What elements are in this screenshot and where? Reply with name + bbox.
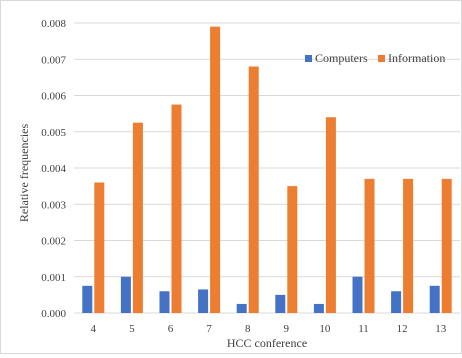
- x-tick-label: 12: [397, 323, 408, 335]
- y-tick-label: 0.005: [41, 127, 66, 139]
- bar-information-10: [325, 117, 336, 313]
- bar-computers-12: [391, 291, 402, 313]
- x-tick-label: 11: [358, 323, 369, 335]
- x-tick-label: 5: [129, 323, 135, 335]
- x-tick-label: 4: [91, 323, 97, 335]
- x-tick-label: 8: [245, 323, 251, 335]
- bar-computers-7: [198, 289, 209, 313]
- y-tick-label: 0.002: [41, 236, 66, 248]
- bar-information-6: [171, 104, 182, 313]
- x-axis-ticks: 4 5 6 7 8 9 10 11 12 13: [91, 323, 447, 335]
- y-tick-label: 0.003: [41, 199, 66, 211]
- y-axis-ticks: 0.000 0.001 0.002 0.003 0.004 0.005 0.006 0.007…: [41, 18, 66, 320]
- bar-computers-8: [236, 303, 247, 313]
- bar-information-5: [132, 122, 143, 313]
- legend-label-computers: Computers: [315, 51, 368, 65]
- x-tick-label: 6: [168, 323, 174, 335]
- y-tick-label: 0.007: [41, 54, 66, 66]
- bar-information-13: [441, 178, 452, 313]
- legend-label-information: Information: [388, 51, 445, 65]
- bar-information-7: [210, 26, 221, 313]
- y-tick-label: 0.004: [41, 163, 66, 175]
- legend-swatch-information: [378, 55, 385, 62]
- bar-computers-11: [352, 276, 363, 313]
- bar-information-11: [364, 178, 375, 313]
- x-tick-label: 9: [284, 323, 290, 335]
- y-axis-label: Relative frequencies: [17, 124, 31, 223]
- bar-computers-13: [429, 285, 440, 313]
- bar-chart: 0.000 0.001 0.002 0.003 0.004 0.005 0.006 0.007…: [17, 18, 460, 350]
- x-tick-label: 7: [206, 323, 212, 335]
- legend-swatch-computers: [305, 55, 312, 62]
- x-tick-label: 10: [319, 323, 331, 335]
- y-tick-label: 0.000: [41, 308, 66, 320]
- y-tick-label: 0.008: [41, 18, 66, 30]
- bar-computers-4: [82, 285, 93, 313]
- y-tick-label: 0.006: [41, 91, 66, 103]
- bar-information-9: [287, 186, 298, 313]
- y-tick-label: 0.001: [41, 272, 66, 284]
- bar-computers-10: [313, 303, 324, 313]
- bar-computers-6: [159, 291, 170, 313]
- bar-information-8: [248, 66, 259, 313]
- bar-computers-5: [120, 276, 131, 313]
- bars: [82, 26, 452, 313]
- bar-computers-9: [275, 294, 286, 313]
- x-tick-label: 13: [435, 323, 447, 335]
- x-axis-label: HCC conference: [227, 336, 307, 350]
- legend: Computers Information: [305, 51, 445, 65]
- bar-information-4: [94, 182, 105, 313]
- bar-information-12: [403, 178, 414, 313]
- gridlines: [74, 22, 460, 314]
